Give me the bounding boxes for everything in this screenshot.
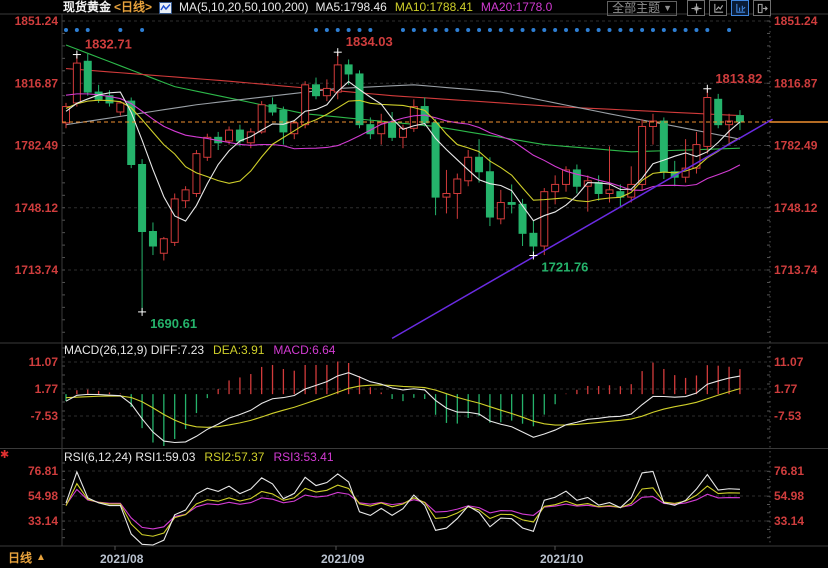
price-annotation: 1690.61	[150, 316, 197, 331]
period-label: 日线	[8, 551, 33, 565]
axis-label: 1713.74	[15, 263, 59, 277]
axis-label: 1816.87	[774, 76, 818, 90]
macd-dea-line	[65, 384, 741, 428]
crosshair-tool-button[interactable]	[687, 0, 705, 16]
legend-value: MACD(26,12,9) DIFF:7.23	[64, 343, 205, 357]
axis-label: 54.98	[774, 489, 804, 503]
axis-chart-icon	[713, 3, 723, 13]
chart-type-icon	[159, 1, 173, 14]
rsi-indicator-header: RSI(6,12,24) RSI1:59.03 RSI2:57.37 RSI3:53…	[64, 450, 334, 464]
period-tag: <日线>	[114, 0, 153, 14]
candles-layer	[62, 52, 744, 312]
legend-value: MA10:1788.41	[394, 0, 473, 14]
collapse-panel-button[interactable]	[753, 0, 771, 16]
axis-label: 76.81	[774, 464, 804, 478]
period-selector[interactable]: 日线 ▲	[8, 549, 46, 566]
top-toolbar: 现货黄金 <日线> MA(5,10,20,50,100,200) MA5:1798…	[0, 0, 828, 16]
legend-value: RSI3:53.41	[273, 450, 334, 464]
event-dots-layer	[64, 28, 732, 32]
axis-label: 33.14	[28, 514, 58, 528]
macd-indicator-header: MACD(26,12,9) DIFF:7.23 DEA:3.91 MACD:6.64	[64, 343, 335, 357]
legend-value: DEA:3.91	[213, 343, 265, 357]
axis-chart-button[interactable]	[709, 0, 727, 16]
axis-label: 1.77	[35, 382, 59, 396]
ma10-line	[65, 99, 741, 203]
axis-label: 1748.12	[15, 201, 59, 215]
triangle-up-icon: ▲	[36, 552, 46, 563]
axis-label: 1851.24	[15, 14, 59, 28]
trendline	[391, 118, 773, 340]
axis-label: 11.07	[774, 355, 804, 369]
price-annotation: 1832.71	[85, 37, 132, 52]
symbol-name: 现货黄金	[63, 0, 112, 14]
legend-value: MA20:1778.0	[480, 0, 553, 14]
legend-value: RSI2:57.37	[204, 450, 265, 464]
axis-label: 1782.49	[774, 139, 818, 153]
rsi12-line	[65, 482, 740, 537]
annotations-layer: 1832.71 1834.03 1813.82 1721.76 1690.61	[72, 34, 762, 331]
axis-label: 1713.74	[774, 263, 818, 277]
axis-label: 33.14	[774, 514, 804, 528]
macd-diff-line	[65, 372, 741, 444]
axis-label: 54.98	[28, 489, 58, 503]
theme-dropdown-label: 全部主题	[612, 1, 661, 15]
panel-arrow-icon	[757, 3, 768, 13]
axis-label: 1851.24	[774, 14, 818, 28]
ma100-line	[65, 67, 740, 117]
axis-label: -7.53	[31, 409, 59, 423]
axis-label: 1816.87	[15, 76, 59, 90]
toolbar-controls: 全部主题 ▼	[607, 0, 771, 16]
bar-chart-icon	[735, 3, 745, 13]
price-annotation: 1721.76	[541, 259, 588, 274]
chevron-down-icon: ▼	[663, 3, 672, 13]
axis-labels-layer: 1851.24 1851.24 1816.87 1816.87 1782.49 1782.…	[15, 14, 818, 566]
rsi6-line	[65, 470, 740, 546]
grid-layer	[0, 13, 828, 547]
price-annotation: 1834.03	[346, 34, 393, 49]
chart-legend: 现货黄金 <日线> MA(5,10,20,50,100,200) MA5:1798…	[63, 0, 552, 15]
ma200-line	[65, 84, 741, 140]
ma50-line	[65, 44, 740, 153]
axis-label: -7.53	[774, 409, 802, 423]
rsi24-line	[65, 488, 740, 530]
axis-label: 1.77	[774, 382, 798, 396]
ma-settings-label: MA(5,10,20,50,100,200)	[179, 0, 309, 14]
axis-label: 76.81	[28, 464, 58, 478]
date-label: 2021/10	[540, 552, 584, 566]
date-label: 2021/08	[100, 552, 144, 566]
theme-dropdown[interactable]: 全部主题 ▼	[607, 0, 677, 16]
bar-panel-button-active[interactable]	[731, 0, 749, 16]
ma-legend-values: MA5:1798.46 MA10:1788.41 MA20:1778.0	[315, 0, 552, 15]
legend-value: MA5:1798.46	[315, 0, 387, 14]
ma5-line	[65, 80, 741, 222]
axis-label: 11.07	[29, 355, 59, 369]
panel-resize-handle-icon[interactable]: ✱	[0, 449, 10, 461]
macd-layer	[65, 361, 741, 446]
axis-label: 1782.49	[15, 139, 59, 153]
crosshair-icon	[690, 2, 702, 14]
axis-label: 1748.12	[774, 201, 818, 215]
legend-value: RSI(6,12,24) RSI1:59.03	[64, 450, 196, 464]
price-annotation: 1813.82	[715, 71, 762, 86]
legend-value: MACD:6.64	[273, 343, 336, 357]
date-label: 2021/09	[321, 552, 365, 566]
